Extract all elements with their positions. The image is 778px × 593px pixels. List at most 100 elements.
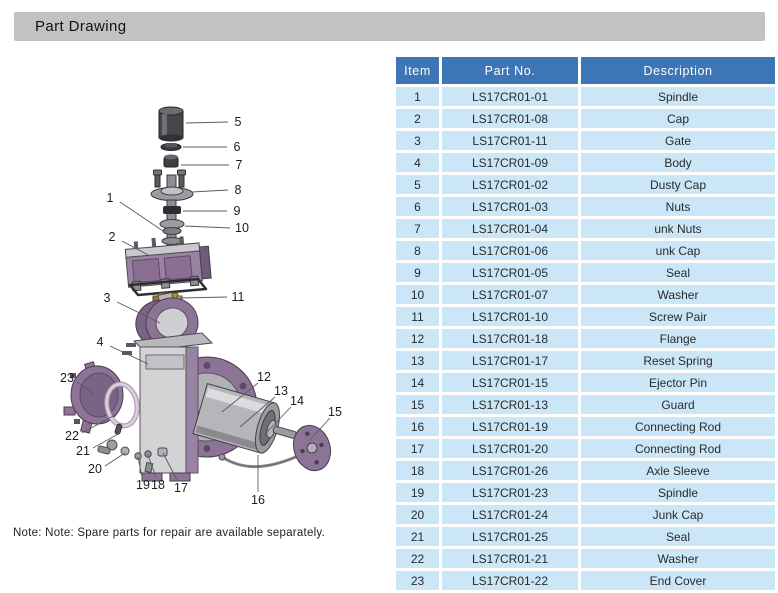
part-ejector-pin-drawing <box>272 425 298 439</box>
callout-number: 10 <box>235 221 249 235</box>
description-cell: Body <box>581 153 775 172</box>
part-no-cell: LS17CR01-01 <box>442 87 578 106</box>
description-cell: Washer <box>581 549 775 568</box>
description-cell: End Cover <box>581 571 775 590</box>
callout-number: 17 <box>174 481 188 495</box>
description-cell: Cap <box>581 109 775 128</box>
part-nuts-drawing <box>160 143 182 151</box>
callout-leader-line <box>162 452 178 481</box>
part-seal-ring-drawing <box>163 206 181 214</box>
page-title: Part Drawing <box>35 18 127 35</box>
table-row: 3 LS17CR01-11 Gate <box>396 131 775 150</box>
title-bar: Part Drawing <box>14 12 765 41</box>
description-cell: Flange <box>581 329 775 348</box>
callout-number: 21 <box>76 444 90 458</box>
description-cell: Ejector Pin <box>581 373 775 392</box>
callout-leader-line <box>184 225 231 229</box>
callout-leader-line <box>239 396 276 428</box>
part-no-cell: LS17CR01-17 <box>442 351 578 370</box>
table-row: 23 LS17CR01-22 End Cover <box>396 571 775 590</box>
table-row: 19 LS17CR01-23 Spindle <box>396 483 775 502</box>
part-no-cell: LS17CR01-04 <box>442 219 578 238</box>
part-junk-cap-drawing <box>97 439 130 456</box>
part-no-cell: LS17CR01-22 <box>442 571 578 590</box>
table-row: 16 LS17CR01-19 Connecting Rod <box>396 417 775 436</box>
description-cell: Reset Spring <box>581 351 775 370</box>
table-row: 8 LS17CR01-06 unk Cap <box>396 241 775 260</box>
item-cell: 6 <box>396 197 439 216</box>
part-no-cell: LS17CR01-09 <box>442 153 578 172</box>
item-cell: 1 <box>396 87 439 106</box>
description-cell: Connecting Rod <box>581 439 775 458</box>
item-cell: 9 <box>396 263 439 282</box>
item-cell: 13 <box>396 351 439 370</box>
item-cell: 17 <box>396 439 439 458</box>
callout-number: 19 <box>136 478 150 492</box>
item-cell: 7 <box>396 219 439 238</box>
part-no-cell: LS17CR01-26 <box>442 461 578 480</box>
callout-number: 8 <box>235 183 242 197</box>
callout-number: 7 <box>236 158 243 172</box>
callout-number: 16 <box>251 493 265 507</box>
item-cell: 19 <box>396 483 439 502</box>
part-no-cell: LS17CR01-03 <box>442 197 578 216</box>
column-header-description: Description <box>581 57 775 84</box>
callout-number: 22 <box>65 429 79 443</box>
item-cell: 2 <box>396 109 439 128</box>
callout-leader-line <box>92 432 121 449</box>
description-cell: Washer <box>581 285 775 304</box>
table-row: 14 LS17CR01-15 Ejector Pin <box>396 373 775 392</box>
callout-leader-line <box>309 417 331 441</box>
callout-leader-line <box>119 201 164 232</box>
callout-number: 3 <box>104 291 111 305</box>
item-cell: 15 <box>396 395 439 414</box>
part-dusty-cap-drawing <box>158 106 184 142</box>
part-no-cell: LS17CR01-02 <box>442 175 578 194</box>
part-spindle-top-drawing <box>150 169 194 201</box>
part-no-cell: LS17CR01-25 <box>442 527 578 546</box>
part-no-cell: LS17CR01-13 <box>442 395 578 414</box>
part-no-cell: LS17CR01-05 <box>442 263 578 282</box>
part-no-cell: LS17CR01-08 <box>442 109 578 128</box>
description-cell: Seal <box>581 527 775 546</box>
table-row: 1 LS17CR01-01 Spindle <box>396 87 775 106</box>
table-row: 18 LS17CR01-26 Axle Sleeve <box>396 461 775 480</box>
part-no-cell: LS17CR01-18 <box>442 329 578 348</box>
part-connecting-rod-drawing <box>218 453 299 469</box>
table-row: 2 LS17CR01-08 Cap <box>396 109 775 128</box>
callout-number: 2 <box>109 230 116 244</box>
table-row: 20 LS17CR01-24 Junk Cap <box>396 505 775 524</box>
callout-leader-line <box>185 121 229 124</box>
table-row: 5 LS17CR01-02 Dusty Cap <box>396 175 775 194</box>
description-cell: unk Cap <box>581 241 775 260</box>
callout-leader-line <box>179 296 228 299</box>
callout-number: 18 <box>151 478 165 492</box>
callout-leader-line <box>137 456 143 478</box>
part-no-cell: LS17CR01-23 <box>442 483 578 502</box>
callout-number: 11 <box>232 290 245 304</box>
item-cell: 18 <box>396 461 439 480</box>
callout-leader-line <box>121 240 151 257</box>
callout-number: 14 <box>290 394 304 408</box>
column-header-part-no: Part No. <box>442 57 578 84</box>
part-no-cell: LS17CR01-07 <box>442 285 578 304</box>
callout-number: 13 <box>274 384 288 398</box>
description-cell: Screw Pair <box>581 307 775 326</box>
part-no-cell: LS17CR01-21 <box>442 549 578 568</box>
part-no-cell: LS17CR01-19 <box>442 417 578 436</box>
description-cell: Nuts <box>581 197 775 216</box>
callout-leader-line <box>191 189 229 193</box>
table-row: 21 LS17CR01-25 Seal <box>396 527 775 546</box>
description-cell: Axle Sleeve <box>581 461 775 480</box>
item-cell: 11 <box>396 307 439 326</box>
item-cell: 16 <box>396 417 439 436</box>
description-cell: Spindle <box>581 87 775 106</box>
table-row: 10 LS17CR01-07 Washer <box>396 285 775 304</box>
callout-number: 6 <box>234 140 241 154</box>
callout-leader-line <box>116 301 161 324</box>
part-no-cell: LS17CR01-06 <box>442 241 578 260</box>
part-cap-box-drawing <box>124 236 212 292</box>
parts-table: Item Part No. Description 1 LS17CR01-01 Sp… <box>393 54 778 593</box>
callout-number: 9 <box>234 204 241 218</box>
